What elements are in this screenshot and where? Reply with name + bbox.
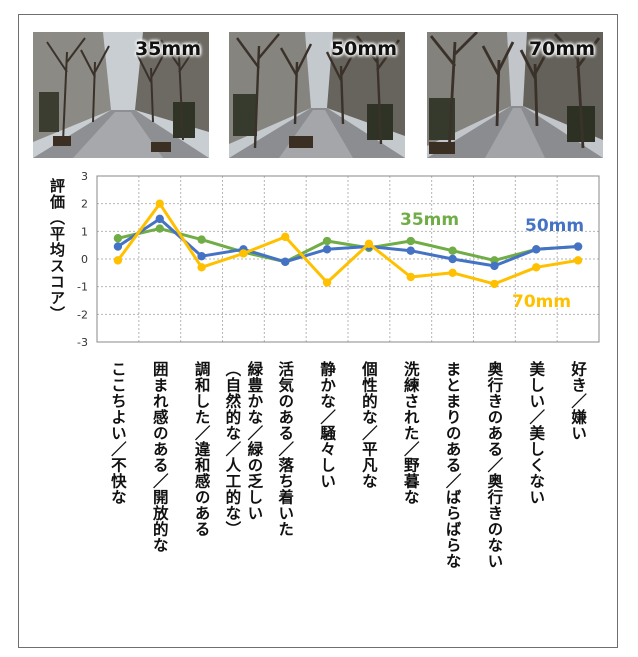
- x-tick-label: 個性的な／平凡な: [358, 361, 380, 489]
- y-tick-label: 0: [81, 253, 88, 266]
- y-axis-label: 評価（平均スコア）: [48, 178, 66, 322]
- y-tick-label: -2: [77, 308, 88, 321]
- x-tick-label-line: 囲まれ感のある／開放的な: [150, 361, 169, 553]
- x-tick-label: 活気のある／落ち着いた: [274, 361, 296, 537]
- point-70mm-11: [573, 256, 583, 265]
- y-tick-label: -3: [77, 336, 88, 349]
- x-tick-label-line: 緑豊かな／緑の乏しい: [245, 361, 264, 521]
- point-35mm-8: [448, 246, 457, 255]
- point-70mm-5: [322, 278, 332, 287]
- y-tick-label: 1: [81, 225, 88, 238]
- point-35mm-1: [155, 224, 164, 233]
- point-35mm-2: [197, 235, 206, 244]
- point-70mm-8: [448, 268, 457, 278]
- x-tick-label: 好き／嫌い: [567, 361, 589, 441]
- x-tick-label: 緑豊かな／緑の乏しい （自然的な／人工的な）: [221, 361, 265, 537]
- point-50mm-8: [448, 254, 457, 264]
- point-70mm-3: [239, 249, 248, 258]
- point-50mm-0: [113, 242, 123, 251]
- x-tick-label-line: ここちよい／不快な: [108, 361, 127, 505]
- series-line-50mm: [117, 217, 579, 268]
- point-70mm-1: [155, 199, 164, 208]
- y-tick-label: 3: [81, 170, 88, 183]
- x-tick-label: 奥行きのある／奥行きのない: [483, 361, 505, 569]
- point-70mm-2: [197, 263, 206, 272]
- point-50mm-2: [197, 252, 206, 261]
- series-label-50mm: 50mm: [525, 216, 584, 236]
- x-tick-label-line: まとまりのある／ばらばらな: [443, 361, 462, 569]
- series-label-70mm: 70mm: [512, 292, 571, 312]
- series-line-35mm: [117, 227, 579, 264]
- x-tick-label: まとまりのある／ばらばらな: [442, 361, 464, 569]
- x-tick-label: 囲まれ感のある／開放的な: [149, 361, 171, 553]
- point-50mm-10: [532, 245, 541, 254]
- x-tick-label-line: 調和した／違和感のある: [192, 361, 211, 537]
- point-50mm-4: [281, 257, 290, 266]
- x-tick-label: 静かな／騒々しい: [316, 361, 338, 489]
- x-tick-label-line: 洗練された／野暮な: [401, 361, 420, 505]
- y-tick-label: -1: [77, 281, 88, 294]
- point-70mm-10: [532, 263, 541, 272]
- x-tick-label-line: 奥行きのある／奥行きのない: [485, 361, 504, 569]
- point-35mm-7: [406, 236, 415, 246]
- point-70mm-0: [113, 256, 123, 265]
- x-tick-label-line: 静かな／騒々しい: [318, 361, 337, 489]
- point-70mm-9: [490, 279, 499, 289]
- x-tick-label: 調和した／違和感のある: [191, 361, 213, 537]
- x-tick-label: ここちよい／不快な: [107, 361, 129, 505]
- y-tick-label: 2: [81, 198, 88, 211]
- street-photo-70mm: 70mm: [427, 32, 603, 158]
- point-70mm-7: [406, 272, 415, 282]
- street-photo-50mm: 50mm: [229, 32, 405, 158]
- point-50mm-1: [155, 214, 164, 224]
- street-photo-35mm: 35mm: [33, 32, 209, 158]
- point-70mm-6: [364, 239, 374, 248]
- x-tick-label: 美しい／美しくない: [525, 361, 547, 505]
- x-tick-label-line: 活気のある／落ち着いた: [276, 361, 295, 537]
- x-tick-label: 洗練された／野暮な: [400, 361, 422, 505]
- point-35mm-5: [322, 236, 332, 246]
- x-tick-label-line: 個性的な／平凡な: [359, 361, 378, 489]
- photo-label-35mm: 35mm: [134, 38, 201, 60]
- point-50mm-9: [490, 261, 499, 271]
- x-tick-label-line: 好き／嫌い: [569, 361, 588, 441]
- series-line-70mm: [116, 202, 579, 286]
- x-tick-label-line: 美しい／美しくない: [527, 361, 546, 505]
- point-70mm-4: [281, 232, 290, 242]
- series-label-35mm: 35mm: [400, 210, 459, 230]
- x-tick-label-line: （自然的な／人工的な）: [223, 361, 242, 537]
- point-35mm-0: [113, 234, 123, 243]
- point-50mm-5: [322, 245, 332, 254]
- point-50mm-11: [573, 242, 583, 251]
- photo-label-50mm: 50mm: [330, 38, 397, 60]
- point-50mm-7: [406, 246, 415, 255]
- photo-label-70mm: 70mm: [528, 38, 595, 60]
- plot-area: [96, 175, 600, 343]
